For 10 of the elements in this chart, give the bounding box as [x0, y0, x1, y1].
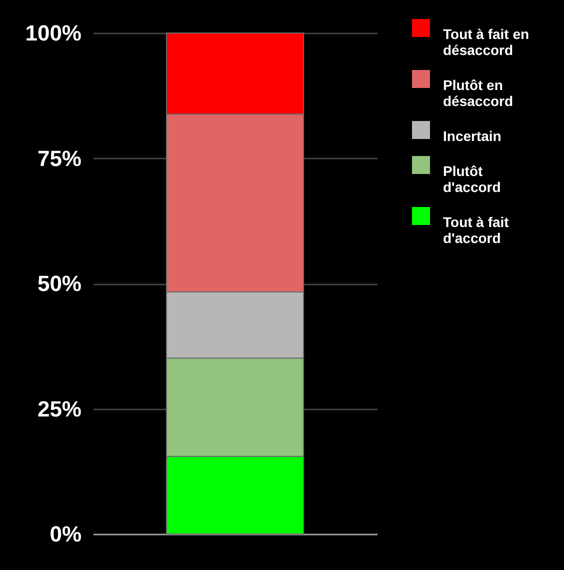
- y-tick-label: 100%: [25, 20, 82, 46]
- legend-label: Plutôt en désaccord: [443, 77, 514, 109]
- legend-label: Tout à fait en désaccord: [443, 26, 530, 58]
- y-tick-label: 50%: [37, 271, 82, 296]
- y-tick-label: 0%: [50, 522, 82, 546]
- legend-label: Incertain: [443, 128, 502, 144]
- y-tick-label: 25%: [37, 396, 82, 422]
- y-tick-label: 75%: [37, 146, 82, 171]
- legend-label: Plutôt d'accord: [443, 163, 501, 195]
- legend-label: Tout à fait d'accord: [443, 214, 510, 246]
